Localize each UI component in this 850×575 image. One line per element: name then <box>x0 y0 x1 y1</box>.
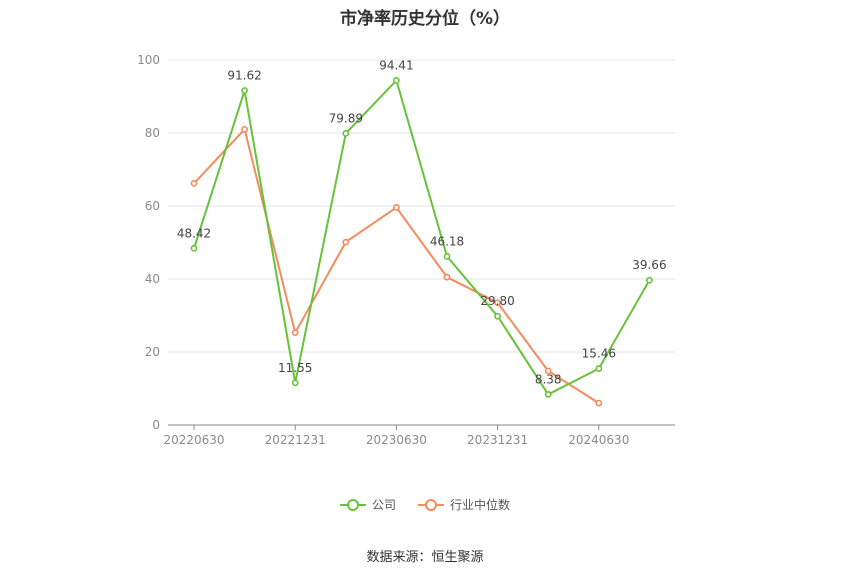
grid-lines <box>168 59 675 353</box>
x-tick-label-20220630: 20220630 <box>163 433 224 447</box>
data-label-4: 94.41 <box>379 58 413 72</box>
data-label-2: 11.55 <box>278 361 312 375</box>
data-label-5: 46.18 <box>430 234 464 248</box>
data-label-9: 39.66 <box>632 258 666 272</box>
series-0-point-9 <box>646 276 653 284</box>
x-tick-label-20240630: 20240630 <box>568 433 629 447</box>
y-tick-label-80: 80 <box>145 126 160 140</box>
x-tick-label-20221231: 20221231 <box>265 433 326 447</box>
series-line-0 <box>193 78 651 396</box>
series-0-point-6 <box>494 312 501 320</box>
series-1-point-4 <box>392 204 400 211</box>
y-tick-label-40: 40 <box>145 272 160 286</box>
series-1-point-6 <box>494 299 501 307</box>
data-label-8: 15.46 <box>582 347 616 361</box>
legend-item-company[interactable]: 公司 <box>339 496 396 513</box>
series-0-point-2 <box>291 379 299 387</box>
series-0-point-3 <box>342 130 350 137</box>
legend-label-industry-median: 行业中位数 <box>450 498 511 512</box>
legend-item-industry-median[interactable]: 行业中位数 <box>418 496 510 513</box>
x-tick-label-20230630: 20230630 <box>366 433 427 447</box>
y-tick-label-100: 100 <box>137 53 160 67</box>
y-tick-label-20: 20 <box>145 345 160 359</box>
data-label-6: 29.80 <box>480 294 514 308</box>
series-0-point-7 <box>544 391 552 398</box>
chart-title: 市净率历史分位（%） <box>339 9 511 29</box>
y-tick-label-0: 0 <box>152 418 160 432</box>
series-0-point-8 <box>595 365 603 372</box>
legend-company-marker-icon <box>339 498 366 511</box>
series-0-point-0 <box>190 244 198 252</box>
series-1-point-0 <box>190 179 198 187</box>
series-1-point-7 <box>544 367 552 375</box>
series-1-point-1 <box>241 125 248 133</box>
legend-industry-marker-icon <box>418 498 444 511</box>
axes: 0 20 40 60 80 100 20220630 20221231 20230630 2023… <box>137 53 675 447</box>
x-tick-label-20231231: 20231231 <box>467 433 528 447</box>
series-line-1 <box>193 127 600 404</box>
data-label-7: 8.38 <box>535 372 562 386</box>
data-label-3: 79.89 <box>329 111 363 125</box>
series-0-point-4 <box>392 77 400 84</box>
legend-label-company: 公司 <box>371 498 396 512</box>
series-0-point-1 <box>241 87 248 94</box>
series-1-point-5 <box>443 273 451 281</box>
data-label-0: 48.42 <box>177 226 211 240</box>
data-source: 数据来源：恒生聚源 <box>366 550 484 565</box>
data-labels: 48.42 91.62 11.55 79.89 94.41 46.18 29.80 8.38 1… <box>177 58 667 386</box>
series-0-point-5 <box>443 253 451 260</box>
series <box>190 77 653 407</box>
legend: 公司 行业中位数 <box>0 496 850 513</box>
series-1-point-3 <box>342 238 350 246</box>
series-1-point-8 <box>595 399 603 407</box>
y-tick-label-60: 60 <box>145 199 160 213</box>
series-1-point-2 <box>291 329 299 337</box>
line-chart: 0 20 40 60 80 100 20220630 20221231 20230630 2023… <box>137 53 675 447</box>
data-label-1: 91.62 <box>227 69 261 83</box>
